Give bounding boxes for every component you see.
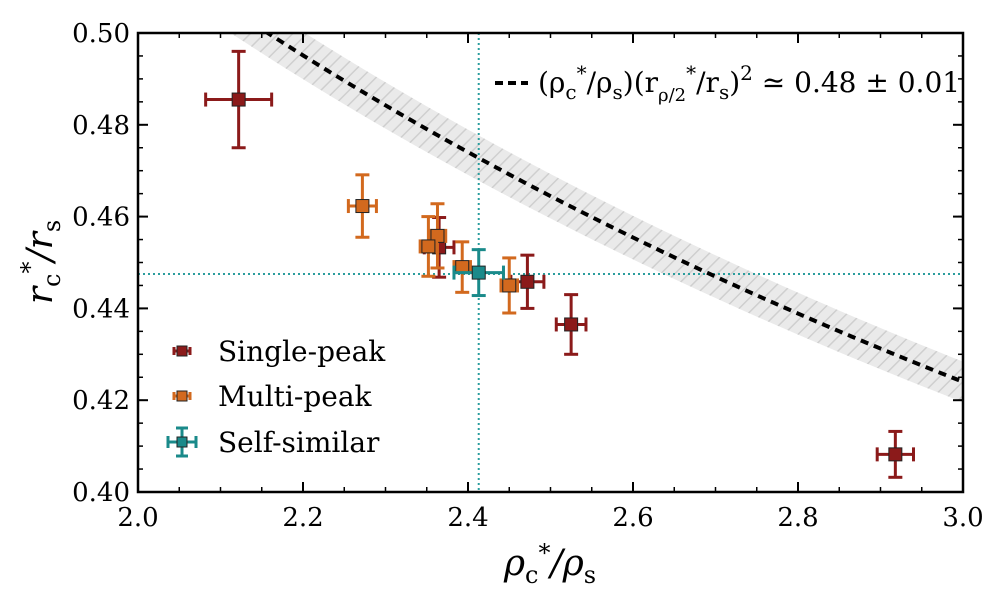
legend-marker-single-peak	[172, 345, 192, 357]
x-tick-label: 2.8	[777, 503, 818, 533]
fit-curve-group	[264, 33, 963, 384]
legend-label-self-similar: Self-similar	[218, 426, 380, 459]
legend-square	[176, 345, 188, 357]
y-axis-label: rc*/rs	[16, 220, 66, 304]
point-marker	[502, 278, 517, 293]
point-marker	[421, 239, 436, 254]
y-tick-label: 0.42	[72, 386, 130, 416]
point-marker	[231, 92, 246, 107]
point-marker	[355, 199, 370, 214]
legend-marker-self-similar	[166, 426, 198, 458]
legend-label-single-peak: Single-peak	[218, 335, 386, 368]
reference-lines	[138, 33, 963, 492]
data-point-multi-peak	[427, 202, 448, 270]
point-marker	[471, 265, 486, 280]
data-point-single-peak	[204, 49, 274, 150]
y-tick-label: 0.50	[72, 19, 130, 49]
point-marker	[564, 317, 579, 332]
data-points	[204, 49, 915, 479]
x-tick-label: 2.0	[117, 503, 158, 533]
y-tick-label: 0.44	[72, 294, 130, 324]
fit-line	[264, 33, 963, 384]
fit-legend: (ρc*/ρs)(rρ/2*/rs)2 ≃ 0.48 ± 0.01	[495, 61, 960, 106]
data-point-multi-peak	[452, 240, 472, 294]
axis-ticks: 2.0 2.2 2.4 2.6 2.8 3.0 0.40 0.42 0.44 0.46 0.48 0.…	[72, 19, 984, 533]
y-tick-label: 0.48	[72, 111, 130, 141]
data-point-multi-peak	[499, 256, 519, 315]
fit-legend-label: (ρc*/ρs)(rρ/2*/rs)2 ≃ 0.48 ± 0.01	[538, 61, 960, 106]
data-point-self-similar	[452, 248, 505, 298]
point-marker	[888, 447, 903, 462]
plot-frame	[136, 31, 965, 494]
data-point-multi-peak	[418, 215, 439, 278]
legend-label-multi-peak: Multi-peak	[218, 380, 373, 413]
x-tick-label: 2.2	[282, 503, 323, 533]
x-tick-label: 2.4	[447, 503, 488, 533]
legend: Single-peak Multi-peak Self-similar	[166, 335, 386, 459]
legend-item-single-peak: Single-peak	[172, 335, 386, 368]
data-point-multi-peak	[346, 173, 378, 239]
legend-item-multi-peak: Multi-peak	[172, 380, 373, 413]
data-point-single-peak	[554, 293, 588, 356]
legend-square	[176, 390, 188, 402]
legend-marker-multi-peak	[172, 390, 192, 402]
y-tick-label: 0.40	[72, 478, 130, 508]
point-marker	[520, 274, 535, 289]
data-point-single-peak	[875, 429, 915, 479]
x-tick-label: 3.0	[942, 503, 983, 533]
x-axis-label: ρc*/ρs	[503, 539, 596, 589]
legend-square	[176, 436, 188, 448]
x-tick-label: 2.6	[612, 503, 653, 533]
y-tick-label: 0.46	[72, 203, 130, 233]
legend-item-self-similar: Self-similar	[166, 426, 380, 459]
